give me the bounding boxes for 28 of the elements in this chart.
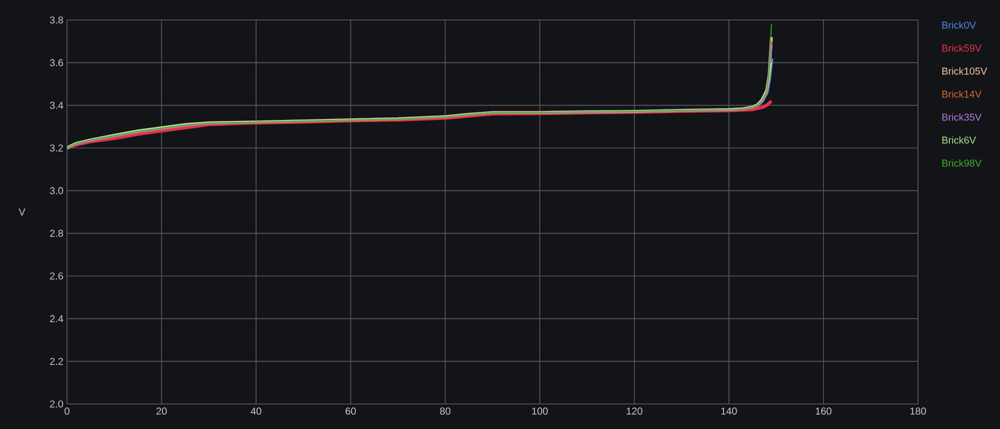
text: Brick59V [942,44,982,52]
y-tick-label: 2.8 [50,230,64,237]
text: Brick98V [942,159,982,167]
x-tick-label: 180 [910,408,926,415]
x-tick-label: 100 [532,408,548,415]
y-tick-label: 2.6 [50,272,64,280]
y-tick-label: 3.6 [50,59,64,66]
y-tick-label: 2.0 [50,400,64,408]
text: Brick14V [942,90,982,98]
x-tick-label: 20 [156,408,167,415]
text: Brick105V [942,67,988,75]
x-tick-label: 120 [626,408,642,415]
y-tick-label: 3.8 [50,16,64,24]
y-tick-label: 2.4 [50,315,64,322]
text: Brick0V [942,21,976,29]
y-axis-title: V [18,208,26,216]
y-tick-label: 2.2 [50,358,63,365]
y-tick-label: 3.0 [50,187,64,194]
x-tick-label: 60 [346,408,356,415]
text: Brick35V [942,113,982,121]
x-tick-label: 160 [816,408,832,415]
text: Brick6V [942,136,976,144]
y-tick-label: 3.4 [50,102,64,109]
x-tick-label: 140 [721,408,737,415]
y-tick-label: 3.2 [50,144,63,152]
x-tick-label: 80 [440,408,450,415]
x-tick-label: 40 [250,408,262,415]
x-tick-label: 0 [64,408,70,415]
